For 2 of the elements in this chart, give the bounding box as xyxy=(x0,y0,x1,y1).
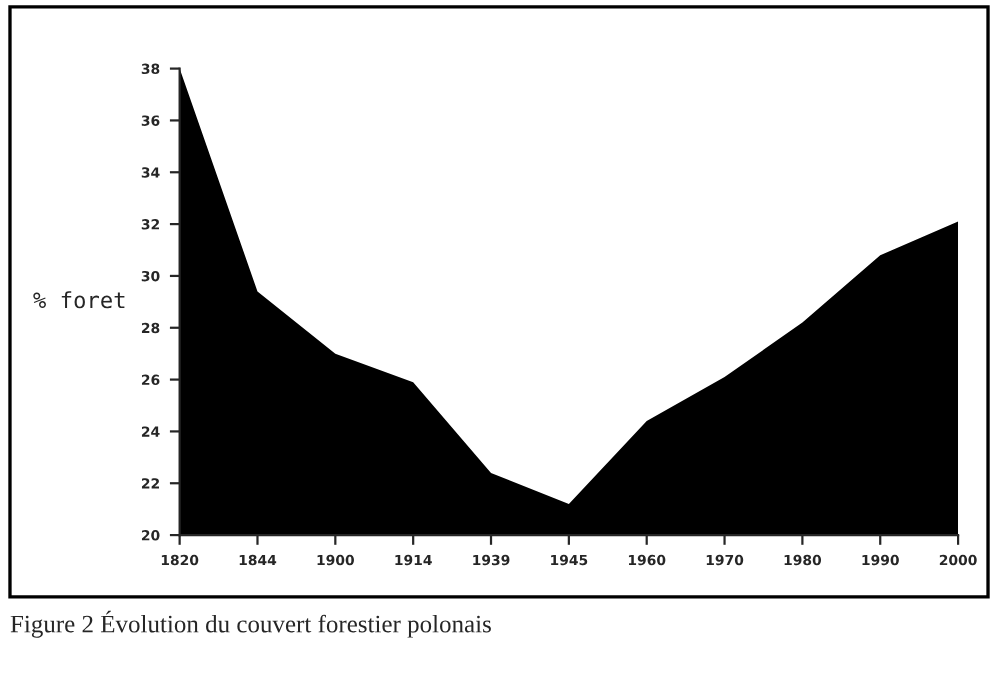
y-axis-title: % foret xyxy=(33,291,125,309)
caption: Figure 2 Évolution du couvert forestier polonais xyxy=(10,610,491,638)
